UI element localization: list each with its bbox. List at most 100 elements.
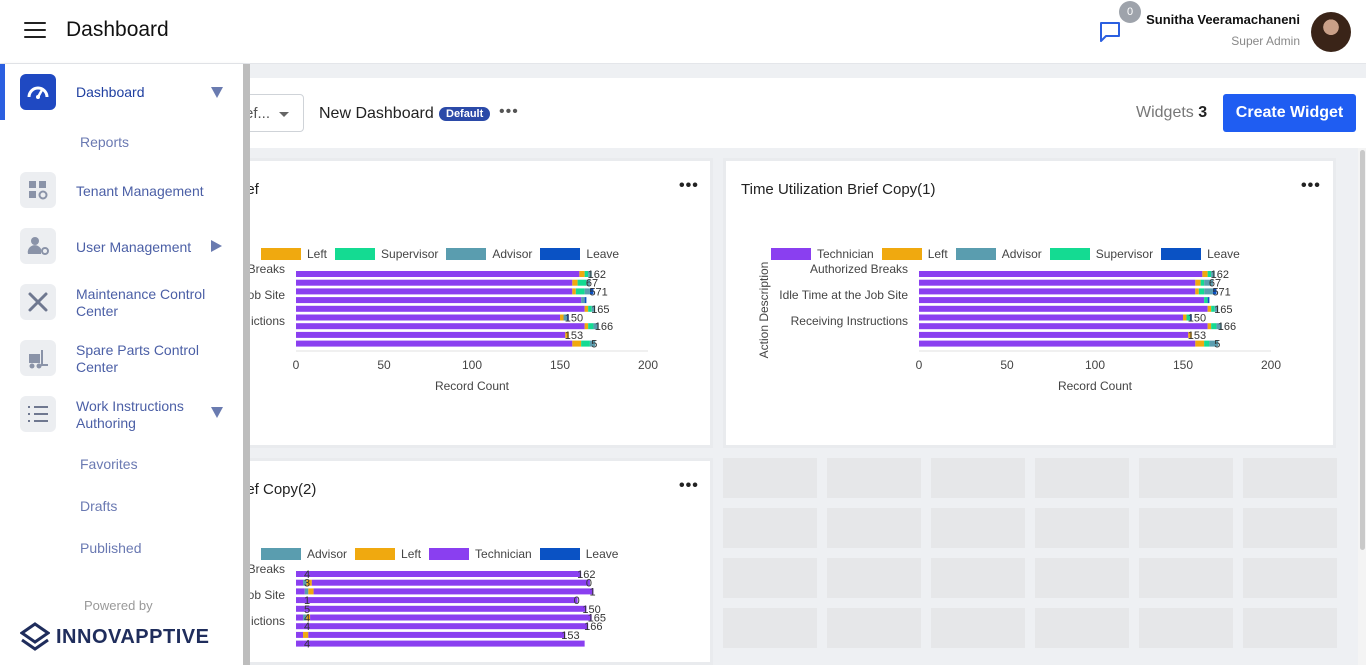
bar-segment[interactable] xyxy=(560,314,564,321)
bar-segment[interactable] xyxy=(296,640,304,647)
bar-segment[interactable] xyxy=(575,288,585,295)
bar-segment[interactable] xyxy=(1214,305,1219,312)
bar-segment[interactable] xyxy=(1198,288,1205,295)
bar-segment[interactable] xyxy=(1195,340,1205,347)
bar-segment[interactable] xyxy=(296,588,305,595)
bar-segment[interactable] xyxy=(296,323,585,330)
grid-gear-icon[interactable] xyxy=(20,172,56,208)
bar-segment[interactable] xyxy=(1209,340,1219,347)
bar-segment[interactable] xyxy=(303,571,582,577)
chat-icon[interactable] xyxy=(1099,21,1121,43)
bar-segment[interactable] xyxy=(1183,314,1187,321)
bar-segment[interactable] xyxy=(296,623,304,630)
bar-segment[interactable] xyxy=(1211,323,1217,330)
bar-segment[interactable] xyxy=(296,579,304,586)
bar-segment[interactable] xyxy=(572,288,576,295)
legend-item[interactable]: Advisor xyxy=(261,547,347,561)
bar-segment[interactable] xyxy=(919,279,1196,286)
bar-segment[interactable] xyxy=(1200,279,1205,286)
bar-segment[interactable] xyxy=(296,597,300,604)
bar-segment[interactable] xyxy=(303,614,307,621)
bar-segment[interactable] xyxy=(1204,297,1208,304)
bar-segment[interactable] xyxy=(313,588,594,595)
sidebar-item-drafts[interactable]: Drafts xyxy=(80,498,118,514)
bar-segment[interactable] xyxy=(296,297,582,304)
bar-segment[interactable] xyxy=(1195,288,1199,295)
bar-segment[interactable] xyxy=(299,597,578,604)
bar-segment[interactable] xyxy=(1207,305,1212,312)
bar-segment[interactable] xyxy=(919,305,1208,312)
sidebar-item-favorites[interactable]: Favorites xyxy=(80,456,138,472)
sidebar-item-dashboard[interactable]: Dashboard xyxy=(76,84,145,100)
bar-segment[interactable] xyxy=(296,340,573,347)
menu-icon[interactable] xyxy=(24,22,46,40)
bar-segment[interactable] xyxy=(588,271,592,277)
bar-segment[interactable] xyxy=(296,279,573,286)
bar-segment[interactable] xyxy=(1202,271,1208,277)
bar-segment[interactable] xyxy=(304,588,309,595)
bar-segment[interactable] xyxy=(1204,279,1213,286)
legend-item[interactable]: Supervisor xyxy=(1049,247,1153,261)
sidebar-item-tenant-management[interactable]: Tenant Management xyxy=(76,183,204,199)
legend-item[interactable]: Left xyxy=(261,247,327,261)
bar-segment[interactable] xyxy=(296,631,304,638)
bar-segment[interactable] xyxy=(584,271,589,277)
bar-segment[interactable] xyxy=(303,579,307,586)
bar-segment[interactable] xyxy=(1207,271,1212,277)
bar-segment[interactable] xyxy=(1212,288,1217,295)
bar-segment[interactable] xyxy=(579,271,585,277)
bar-segment[interactable] xyxy=(563,314,568,321)
bar-segment[interactable] xyxy=(1190,314,1192,321)
legend-item[interactable]: Leave xyxy=(540,247,619,261)
user-gear-icon[interactable] xyxy=(20,228,56,264)
legend-item[interactable]: Left xyxy=(355,547,421,561)
legend-item[interactable]: Technician xyxy=(771,247,874,261)
sidebar-item-maintenance-control-center[interactable]: Maintenance Control Center xyxy=(76,286,206,319)
bar-segment[interactable] xyxy=(303,631,309,638)
bar-segment[interactable] xyxy=(311,579,590,586)
legend-item[interactable]: Leave xyxy=(1161,247,1240,261)
avatar[interactable] xyxy=(1311,12,1351,52)
chevron-right-icon[interactable] xyxy=(211,240,222,252)
bar-segment[interactable] xyxy=(565,331,569,338)
legend-item[interactable]: Supervisor xyxy=(335,247,438,261)
legend-item[interactable]: Advisor xyxy=(955,247,1042,261)
bar-segment[interactable] xyxy=(919,288,1196,295)
bar-segment[interactable] xyxy=(593,323,599,330)
bar-segment[interactable] xyxy=(1211,271,1215,277)
legend-item[interactable]: Left xyxy=(881,247,948,261)
dashboard-more-icon[interactable]: ••• xyxy=(499,103,519,120)
bar-segment[interactable] xyxy=(1204,288,1213,295)
sidebar-item-spare-parts-control-center[interactable]: Spare Parts Control Center xyxy=(76,342,199,375)
bar-segment[interactable] xyxy=(588,305,592,312)
forklift-icon[interactable] xyxy=(20,340,56,376)
bar-segment[interactable] xyxy=(1207,323,1212,330)
bar-segment[interactable] xyxy=(591,305,596,312)
widget-more-icon[interactable]: ••• xyxy=(679,477,699,494)
bar-segment[interactable] xyxy=(1207,297,1210,304)
legend-item[interactable]: Advisor xyxy=(446,247,532,261)
bar-segment[interactable] xyxy=(304,605,587,612)
chevron-down-icon[interactable] xyxy=(211,87,223,98)
create-widget-button[interactable]: Create Widget xyxy=(1223,94,1356,132)
sidebar-scrollbar[interactable] xyxy=(243,64,250,665)
bar-segment[interactable] xyxy=(296,614,304,621)
bar-segment[interactable] xyxy=(1216,323,1222,330)
bar-segment[interactable] xyxy=(577,279,587,286)
bar-segment[interactable] xyxy=(296,305,585,312)
bar-segment[interactable] xyxy=(296,331,566,338)
sidebar-item-user-management[interactable]: User Management xyxy=(76,239,192,255)
bar-segment[interactable] xyxy=(572,340,582,347)
bar-segment[interactable] xyxy=(303,623,589,630)
widget-more-icon[interactable]: ••• xyxy=(679,177,699,194)
page-scrollbar-thumb[interactable] xyxy=(1360,150,1365,550)
bar-segment[interactable] xyxy=(572,279,578,286)
bar-segment[interactable] xyxy=(589,288,594,295)
bar-segment[interactable] xyxy=(589,340,596,347)
bar-segment[interactable] xyxy=(1186,314,1191,321)
legend-item[interactable]: Leave xyxy=(539,547,618,561)
chevron-down-icon[interactable] xyxy=(211,407,223,418)
bar-segment[interactable] xyxy=(919,314,1183,321)
bar-segment[interactable] xyxy=(303,640,585,647)
tools-icon[interactable] xyxy=(20,284,56,320)
